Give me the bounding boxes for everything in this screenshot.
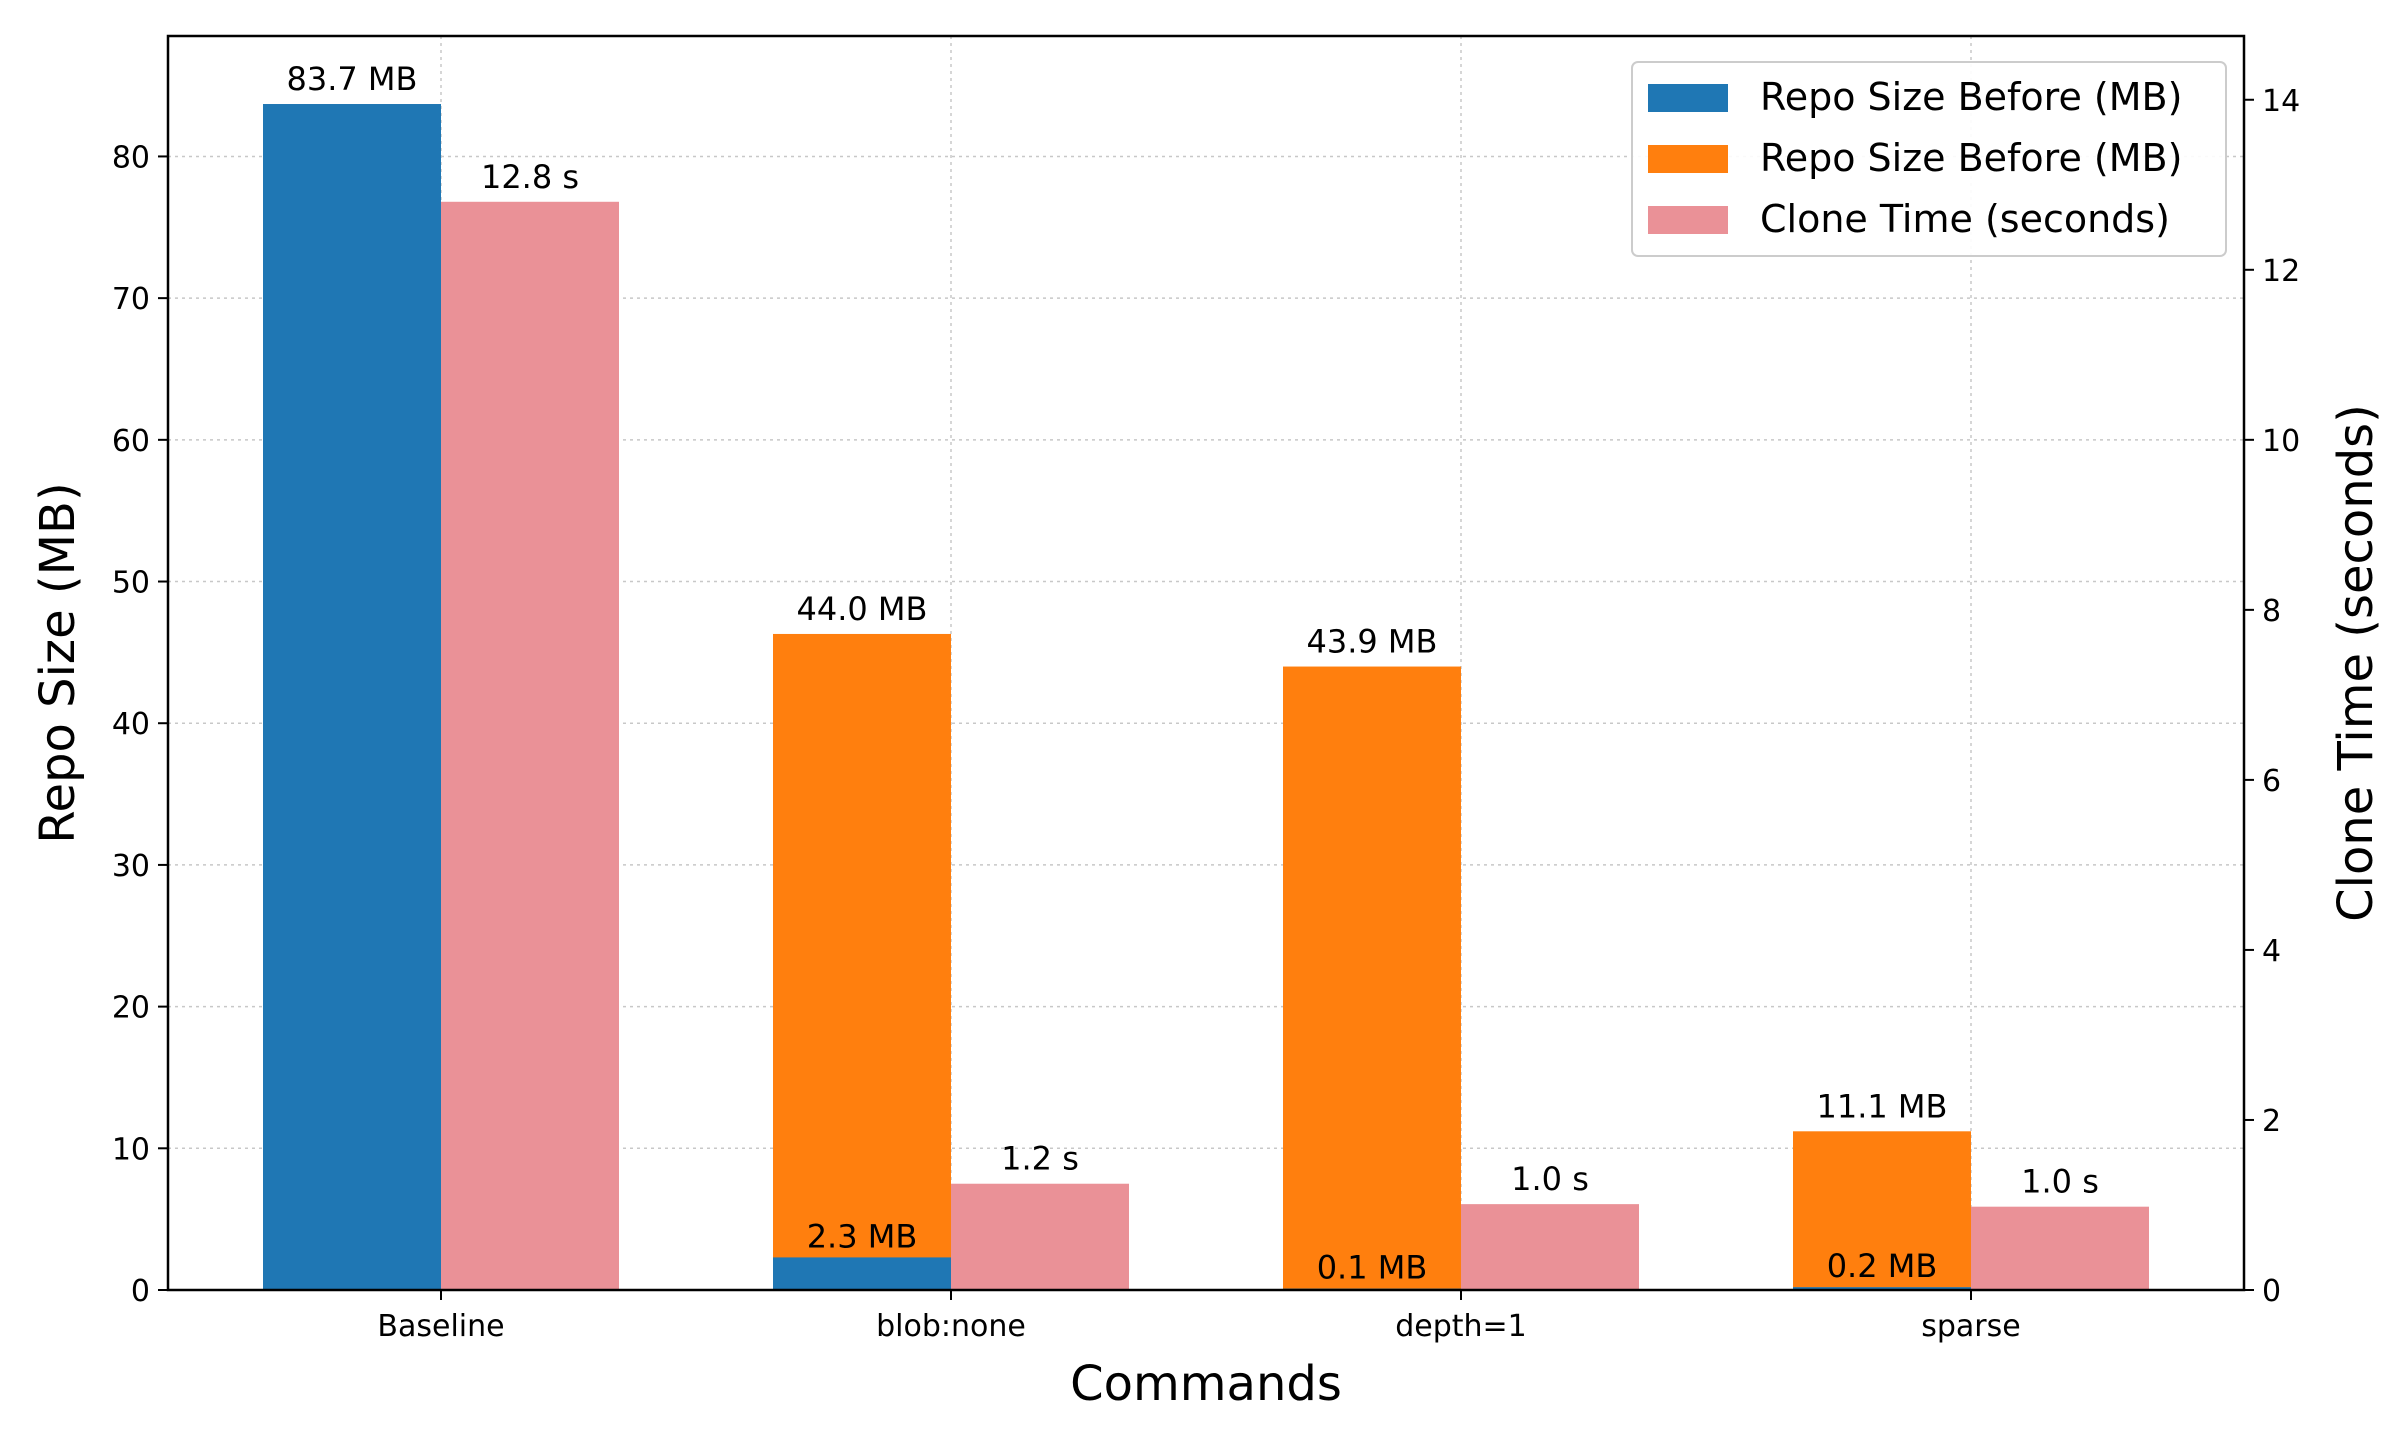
tick-label-right-2: 4 (2262, 934, 2281, 969)
tick-label-right-0: 0 (2262, 1274, 2281, 1309)
tick-label-left-5: 50 (112, 566, 150, 601)
tick-label-left-6: 60 (112, 424, 150, 459)
x-axis-label: Commands (1070, 1356, 1342, 1412)
plot-frame (166, 34, 2246, 1292)
label-orange-3: 11.1 MB (1817, 1087, 1948, 1125)
tick-label-right-5: 10 (2262, 424, 2300, 459)
tick-label-x-1: blob:none (876, 1309, 1026, 1344)
label-blue-3: 0.2 MB (1827, 1247, 1938, 1285)
label-pink-2: 1.0 s (1511, 1160, 1589, 1198)
tick-label-x-3: sparse (1921, 1309, 2020, 1344)
bars (263, 104, 2149, 1291)
legend-swatch-2 (1648, 206, 1728, 234)
tick-label-x-0: Baseline (377, 1309, 504, 1344)
tick-label-left-4: 40 (112, 707, 150, 742)
label-pink-0: 12.8 s (481, 158, 579, 196)
bar-blue-3 (1793, 1287, 1971, 1290)
label-blue-1: 2.3 MB (807, 1217, 918, 1255)
legend: Repo Size Before (MB) Repo Size Before (M… (1631, 61, 2227, 257)
bar-pink-0 (441, 201, 619, 1290)
bar-pink-3 (1971, 1206, 2149, 1290)
legend-label-1: Repo Size Before (MB) (1760, 136, 2182, 180)
bar-pink-1 (951, 1183, 1129, 1290)
legend-swatch-0 (1648, 84, 1728, 112)
tick-label-right-7: 14 (2262, 84, 2300, 119)
bar-blue-0 (263, 104, 441, 1291)
label-blue-0: 83.7 MB (287, 60, 418, 98)
y-axis-label-left: Repo Size (MB) (30, 482, 86, 843)
legend-label-0: Repo Size Before (MB) (1760, 75, 2182, 119)
bar-blue-1 (773, 1257, 951, 1290)
ticks: 0 10 20 30 40 50 60 70 80 0 2 4 6 8 10 12 14 Baseline blob… (112, 84, 2300, 1344)
label-pink-3: 1.0 s (2021, 1163, 2099, 1201)
tick-label-left-7: 70 (112, 282, 150, 317)
legend-label-2: Clone Time (seconds) (1760, 197, 2170, 241)
label-orange-1: 44.0 MB (797, 590, 928, 628)
tick-label-left-1: 10 (112, 1132, 150, 1167)
legend-box (1631, 61, 2227, 257)
tick-label-right-6: 12 (2262, 254, 2300, 289)
tick-label-x-2: depth=1 (1395, 1309, 1527, 1344)
tick-label-left-0: 0 (131, 1274, 150, 1309)
y-axis-label-right: Clone Time (seconds) (2328, 404, 2384, 922)
label-pink-1: 1.2 s (1001, 1140, 1079, 1178)
tick-label-right-4: 8 (2262, 594, 2281, 629)
bar-orange-2 (1283, 666, 1461, 1290)
tick-label-left-8: 80 (112, 140, 150, 175)
bar-orange-1 (773, 633, 951, 1290)
label-orange-2: 43.9 MB (1307, 623, 1438, 661)
data-labels: 83.7 MB 12.8 s 44.0 MB 2.3 MB 1.2 s 43.9 MB 0.… (287, 60, 2099, 1287)
bar-orange-3 (1793, 1131, 1971, 1290)
tick-label-right-1: 2 (2262, 1104, 2281, 1139)
bar-pink-2 (1461, 1204, 1639, 1290)
label-blue-2: 0.1 MB (1317, 1249, 1428, 1287)
legend-swatch-1 (1648, 145, 1728, 173)
tick-label-right-3: 6 (2262, 764, 2281, 799)
tick-label-left-2: 20 (112, 991, 150, 1026)
tick-label-left-3: 30 (112, 849, 150, 884)
